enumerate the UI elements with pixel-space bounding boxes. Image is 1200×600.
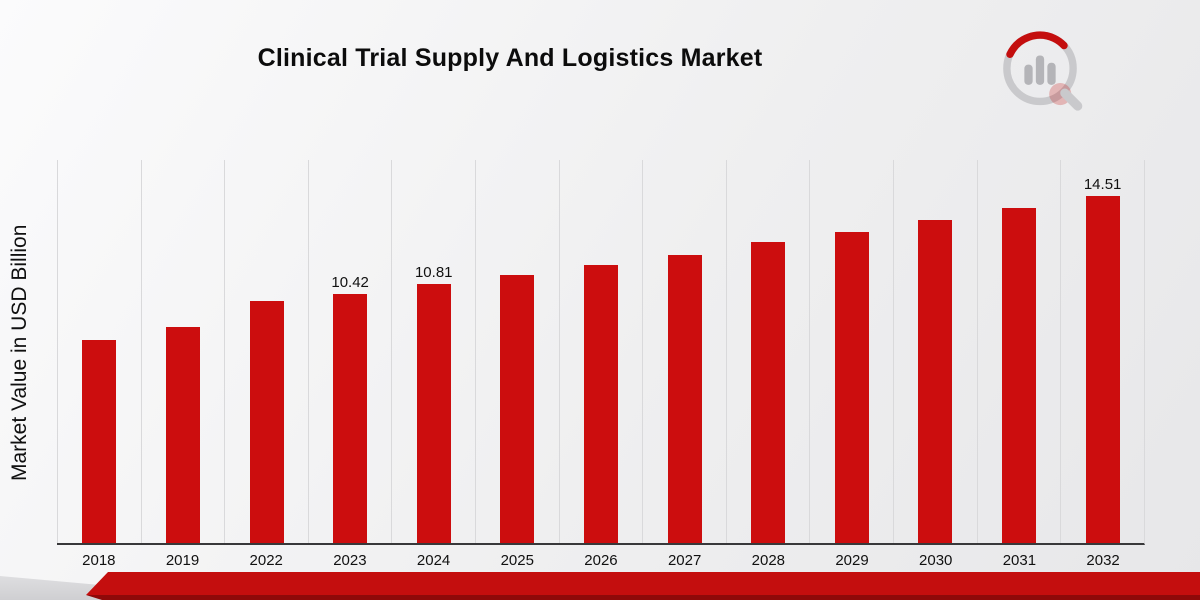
- x-tick-2026: 2026: [584, 552, 618, 569]
- y-axis-label: Market Value in USD Billion: [8, 224, 31, 481]
- bar-slot-2032: 14.51: [1060, 160, 1144, 543]
- bar-slot-2019: [140, 160, 225, 543]
- bar-slot-2023: 10.42: [307, 160, 392, 543]
- x-tick-2031: 2031: [1002, 552, 1037, 569]
- x-tick-2030: 2030: [919, 552, 953, 569]
- x-tick-2025: 2025: [500, 552, 534, 569]
- bar-2019: [165, 326, 200, 543]
- x-tick-2023: 2023: [333, 552, 367, 569]
- bar-2032: [1085, 195, 1120, 543]
- bar-2023: [333, 293, 368, 543]
- logo-bar-left: [1024, 64, 1033, 85]
- x-tick-2022: 2022: [249, 552, 283, 569]
- bar-slot-2025: [475, 160, 559, 543]
- logo-red-arc: [1003, 31, 1077, 106]
- bar-2026: [583, 264, 618, 543]
- bar-slot-2024: 10.81: [391, 160, 475, 543]
- bar-slot-2031: [976, 160, 1061, 543]
- bar-slot-2018: [57, 160, 141, 543]
- bar-2027: [667, 254, 702, 543]
- logo-bar-right: [1047, 62, 1056, 85]
- logo-bar-mid: [1035, 55, 1045, 85]
- x-tick-2032: 2032: [1086, 552, 1120, 569]
- value-label-2023: 10.42: [331, 273, 369, 291]
- x-tick-2018: 2018: [82, 552, 116, 569]
- logo-magnifier-handle: [1060, 88, 1083, 111]
- bar-slot-2028: [725, 160, 810, 543]
- bar-2030: [918, 219, 953, 543]
- bar-slot-2022: [224, 160, 308, 543]
- bar-slot-2026: [558, 160, 643, 543]
- x-tick-2028: 2028: [751, 552, 786, 569]
- x-axis-ticks: 2018 2019 2022 2023 2024 2025 2026 2027 2028 2029…: [57, 552, 1145, 569]
- value-label-2024: 10.81: [414, 264, 453, 282]
- x-tick-2029: 2029: [835, 552, 869, 569]
- bar-2028: [751, 241, 786, 543]
- x-tick-2024: 2024: [416, 552, 451, 569]
- analytics-magnifier-logo: [1003, 31, 1083, 111]
- bar-2024: [416, 284, 451, 543]
- bar-slot-2030: [893, 160, 977, 543]
- x-tick-2027: 2027: [667, 552, 702, 569]
- bar-2022: [249, 301, 284, 543]
- footer-ribbon: [86, 572, 1200, 595]
- bar-2018: [82, 339, 117, 543]
- footer-ribbon-shadow: [86, 595, 1200, 600]
- plot-area: 10.42 10.81 14.51: [57, 160, 1145, 545]
- bar-slot-2027: [642, 160, 726, 543]
- chart-title: Clinical Trial Supply And Logistics Mark…: [257, 44, 763, 72]
- bar-2031: [1002, 207, 1036, 543]
- bar-2029: [834, 231, 869, 543]
- bar-slot-2029: [809, 160, 893, 543]
- value-label-2032: 14.51: [1083, 175, 1122, 193]
- bar-2025: [500, 274, 535, 543]
- x-tick-2019: 2019: [165, 552, 200, 569]
